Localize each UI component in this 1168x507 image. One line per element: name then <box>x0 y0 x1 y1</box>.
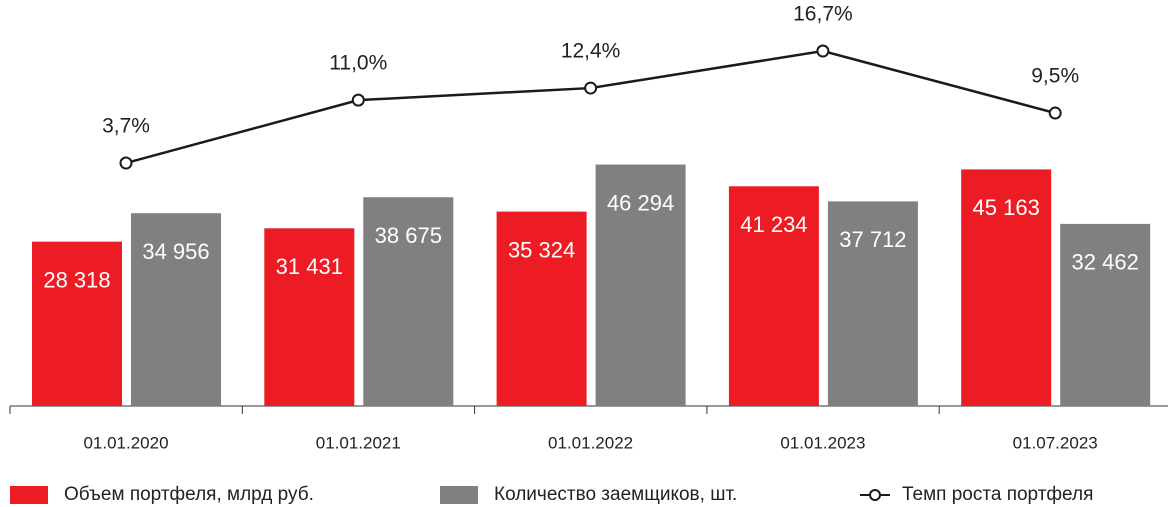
bar-value-label: 46 294 <box>607 190 674 215</box>
bar <box>1060 223 1151 406</box>
x-tick-label: 01.01.2021 <box>316 433 401 452</box>
bar-value-label: 34 956 <box>142 239 209 264</box>
legend-marker <box>869 489 881 501</box>
bar-value-label: 32 462 <box>1072 250 1139 275</box>
line-point <box>816 44 830 58</box>
line-point <box>119 156 133 170</box>
bar <box>496 211 587 406</box>
bar-value-label: 28 318 <box>43 267 110 292</box>
bar <box>961 169 1052 406</box>
bar <box>32 241 122 406</box>
bar-value-label: 38 675 <box>375 223 442 248</box>
bar <box>264 228 355 406</box>
bar <box>131 213 221 406</box>
x-tick-label: 01.07.2023 <box>1013 433 1098 452</box>
bar-value-label: 41 234 <box>740 212 807 237</box>
bar <box>363 197 454 406</box>
line-value-label: 12,4% <box>561 40 621 63</box>
line-value-label: 3,7% <box>102 115 150 138</box>
legend-label: Темп роста портфеля <box>902 484 1093 505</box>
bar-value-label: 45 163 <box>973 195 1040 220</box>
line <box>125 49 1056 165</box>
line-point <box>1048 106 1062 120</box>
line-point <box>351 93 365 107</box>
x-tick-label: 01.01.2023 <box>780 433 865 452</box>
line-value-label: 11,0% <box>329 52 387 75</box>
bar <box>827 201 918 406</box>
legend-label: Количество заемщиков, шт. <box>494 484 737 505</box>
bar <box>595 164 686 406</box>
line-value-label: 16,7% <box>793 3 853 26</box>
bar-value-label: 31 431 <box>276 254 343 279</box>
legend-label: Объем портфеля, млрд руб. <box>64 484 314 505</box>
bar-value-label: 37 712 <box>839 227 906 252</box>
line-value-label: 9,5% <box>1031 65 1079 88</box>
legend-swatch <box>10 486 48 504</box>
bar-value-label: 35 324 <box>508 237 575 262</box>
bar <box>728 186 819 406</box>
x-tick-label: 01.01.2020 <box>83 433 168 452</box>
line-point <box>584 81 598 95</box>
x-tick-label: 01.01.2022 <box>548 433 633 452</box>
legend-swatch <box>440 486 478 504</box>
